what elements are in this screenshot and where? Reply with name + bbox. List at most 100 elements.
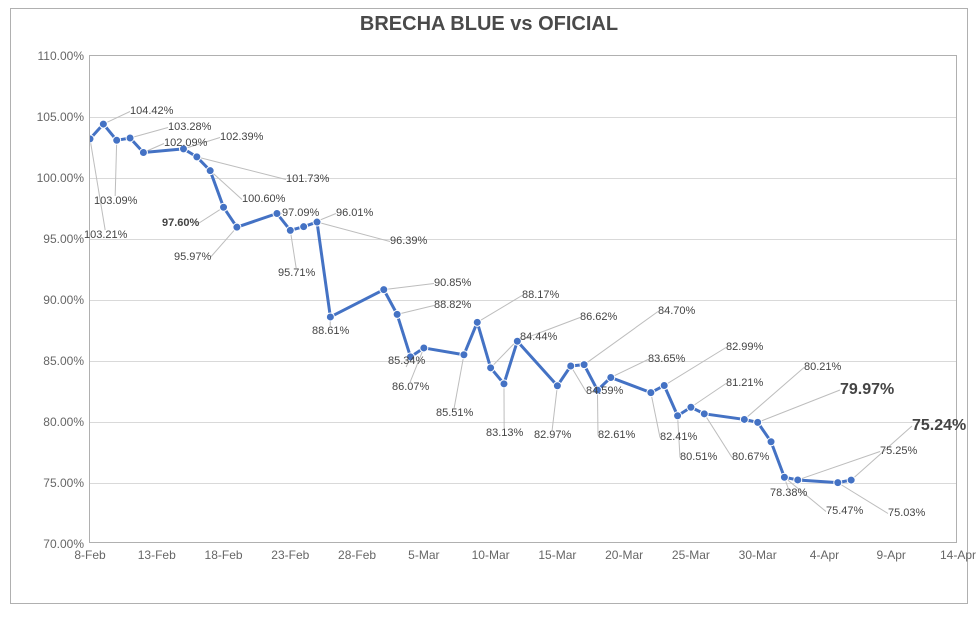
x-tick-label: 13-Feb bbox=[138, 542, 176, 562]
data-marker bbox=[487, 364, 495, 372]
data-marker bbox=[674, 412, 682, 420]
data-label: 97.09% bbox=[282, 208, 319, 219]
data-label: 81.21% bbox=[726, 378, 763, 389]
x-tick-label: 14-Apr bbox=[940, 542, 976, 562]
data-marker bbox=[126, 134, 134, 142]
data-marker bbox=[740, 415, 748, 423]
x-tick-label: 28-Feb bbox=[338, 542, 376, 562]
data-marker bbox=[754, 418, 762, 426]
data-marker bbox=[220, 203, 228, 211]
data-marker bbox=[780, 473, 788, 481]
data-label: 75.03% bbox=[888, 508, 925, 519]
data-label: 84.44% bbox=[520, 332, 557, 343]
data-marker bbox=[90, 135, 94, 143]
y-tick-label: 80.00% bbox=[43, 415, 90, 429]
data-label: 80.51% bbox=[680, 452, 717, 463]
plot-area: 70.00%75.00%80.00%85.00%90.00%95.00%100.… bbox=[89, 55, 957, 543]
data-marker bbox=[700, 410, 708, 418]
data-label: 96.39% bbox=[390, 236, 427, 247]
x-tick-label: 23-Feb bbox=[271, 542, 309, 562]
data-marker bbox=[553, 382, 561, 390]
data-label: 82.41% bbox=[660, 432, 697, 443]
data-marker bbox=[607, 373, 615, 381]
data-label: 95.71% bbox=[278, 268, 315, 279]
data-marker bbox=[300, 223, 308, 231]
data-label: 79.97% bbox=[840, 382, 894, 398]
data-marker bbox=[326, 313, 334, 321]
data-marker bbox=[420, 344, 428, 352]
data-label: 75.25% bbox=[880, 446, 917, 457]
data-label: 80.67% bbox=[732, 452, 769, 463]
data-label: 75.24% bbox=[912, 418, 966, 434]
x-tick-label: 4-Apr bbox=[810, 542, 839, 562]
y-tick-label: 100.00% bbox=[37, 171, 90, 185]
x-tick-label: 10-Mar bbox=[472, 542, 510, 562]
x-tick-label: 15-Mar bbox=[538, 542, 576, 562]
data-marker bbox=[113, 136, 121, 144]
data-label: 80.21% bbox=[804, 362, 841, 373]
data-label: 88.61% bbox=[312, 326, 349, 337]
x-tick-label: 30-Mar bbox=[739, 542, 777, 562]
y-tick-label: 85.00% bbox=[43, 354, 90, 368]
data-label: 82.99% bbox=[726, 342, 763, 353]
data-label: 86.07% bbox=[392, 382, 429, 393]
data-label: 82.97% bbox=[534, 430, 571, 441]
y-tick-label: 110.00% bbox=[38, 49, 90, 63]
x-tick-label: 18-Feb bbox=[205, 542, 243, 562]
data-marker bbox=[139, 149, 147, 157]
data-marker bbox=[273, 210, 281, 218]
x-tick-label: 5-Mar bbox=[408, 542, 439, 562]
data-marker bbox=[847, 476, 855, 484]
chart-frame: BRECHA BLUE vs OFICIAL 70.00%75.00%80.00… bbox=[10, 8, 968, 604]
chart-title: BRECHA BLUE vs OFICIAL bbox=[11, 13, 967, 36]
y-tick-label: 95.00% bbox=[43, 232, 90, 246]
data-marker bbox=[99, 120, 107, 128]
data-label: 86.62% bbox=[580, 312, 617, 323]
y-tick-label: 90.00% bbox=[43, 293, 90, 307]
data-label: 102.09% bbox=[164, 138, 207, 149]
data-label: 85.34% bbox=[388, 356, 425, 367]
data-marker bbox=[380, 286, 388, 294]
data-marker bbox=[567, 362, 575, 370]
data-label: 82.61% bbox=[598, 430, 635, 441]
data-label: 95.97% bbox=[174, 252, 211, 263]
data-marker bbox=[193, 153, 201, 161]
data-label: 103.28% bbox=[168, 122, 211, 133]
data-label: 104.42% bbox=[130, 106, 173, 117]
data-marker bbox=[580, 361, 588, 369]
data-marker bbox=[794, 476, 802, 484]
data-label: 90.85% bbox=[434, 278, 471, 289]
x-tick-label: 25-Mar bbox=[672, 542, 710, 562]
data-label: 88.82% bbox=[434, 300, 471, 311]
data-marker bbox=[687, 403, 695, 411]
data-label: 103.21% bbox=[84, 230, 127, 241]
x-tick-label: 20-Mar bbox=[605, 542, 643, 562]
x-tick-label: 9-Apr bbox=[877, 542, 906, 562]
data-label: 96.01% bbox=[336, 208, 373, 219]
data-marker bbox=[286, 226, 294, 234]
data-label: 101.73% bbox=[286, 174, 329, 185]
data-label: 84.59% bbox=[586, 386, 623, 397]
data-label: 85.51% bbox=[436, 408, 473, 419]
data-marker bbox=[647, 389, 655, 397]
x-tick-label: 8-Feb bbox=[74, 542, 105, 562]
data-marker bbox=[233, 223, 241, 231]
data-label: 97.60% bbox=[162, 218, 199, 229]
data-label: 102.39% bbox=[220, 132, 263, 143]
data-label: 83.65% bbox=[648, 354, 685, 365]
data-marker bbox=[473, 318, 481, 326]
data-label: 88.17% bbox=[522, 290, 559, 301]
data-label: 84.70% bbox=[658, 306, 695, 317]
y-tick-label: 75.00% bbox=[43, 476, 90, 490]
y-tick-label: 105.00% bbox=[37, 110, 90, 124]
data-marker bbox=[500, 380, 508, 388]
data-label: 103.09% bbox=[94, 196, 137, 207]
data-marker bbox=[393, 310, 401, 318]
data-marker bbox=[834, 479, 842, 487]
data-marker bbox=[460, 351, 468, 359]
data-marker bbox=[206, 167, 214, 175]
data-label: 100.60% bbox=[242, 194, 285, 205]
data-label: 75.47% bbox=[826, 506, 863, 517]
data-marker bbox=[313, 218, 321, 226]
data-label: 78.38% bbox=[770, 488, 807, 499]
